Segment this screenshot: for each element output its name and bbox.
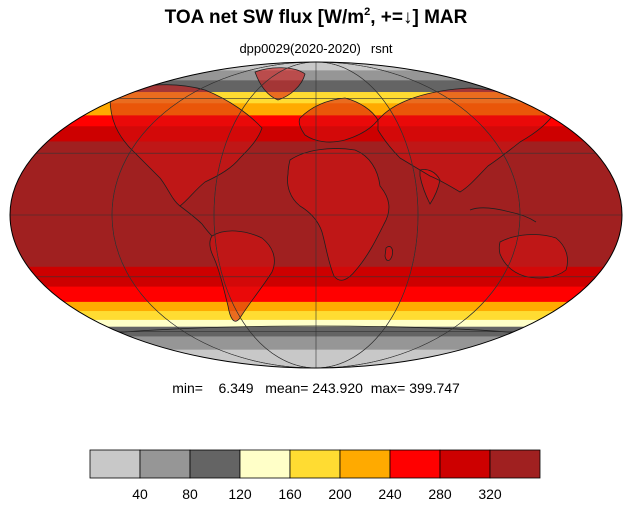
colorbar-box-6 xyxy=(389,449,441,479)
colorbar-tick-label: 280 xyxy=(428,486,452,502)
south-america-fill xyxy=(209,230,275,322)
india-outline xyxy=(419,169,441,205)
indonesia-outline xyxy=(469,207,537,223)
variable-label: rsnt xyxy=(370,41,393,56)
min-value: 6.349 xyxy=(218,380,254,396)
colorbar-tick-label: 160 xyxy=(278,486,302,502)
madagascar-outline xyxy=(384,246,393,261)
continent-outlines xyxy=(39,67,593,341)
madagascar-fill xyxy=(385,246,393,261)
africa-fill xyxy=(287,148,389,281)
colorbar-box-5 xyxy=(339,449,391,479)
colorbar-tick-label: 320 xyxy=(478,486,502,502)
central-america-outline xyxy=(179,205,213,237)
colorbar-tick-label: 80 xyxy=(182,486,198,502)
greenland-outline xyxy=(254,67,306,101)
europe-fill xyxy=(299,98,378,143)
colorbar-tick-label: 240 xyxy=(378,486,402,502)
asia-outline xyxy=(377,87,556,193)
africa-outline xyxy=(287,148,390,281)
colorbar-box-2 xyxy=(189,449,241,479)
plot-title: TOA net SW flux [W/m2, +=↓] MAR xyxy=(164,6,468,28)
colorbar-tick-label: 120 xyxy=(228,486,252,502)
experiment-label: dpp0029(2020-2020) xyxy=(239,41,361,56)
north-america-fill xyxy=(110,84,262,206)
europe-outline xyxy=(298,97,379,143)
colorbar-box-8 xyxy=(489,449,541,479)
map-border xyxy=(9,61,623,369)
mean-value: 243.920 xyxy=(312,380,363,396)
colorbar-tick-label: 200 xyxy=(328,486,352,502)
max-value: 399.747 xyxy=(409,380,460,396)
colorbar-tick-label: 40 xyxy=(132,486,148,502)
colorbar-box-7 xyxy=(439,449,491,479)
world-map xyxy=(9,61,623,369)
north-america-outline xyxy=(109,84,263,207)
colorbar-box-3 xyxy=(239,449,291,479)
australia-outline xyxy=(498,234,568,279)
colorbar-box-0 xyxy=(89,449,141,479)
stats-line: min= 6.349 mean= 243.920 max= 399.747 xyxy=(172,380,460,396)
asia-fill xyxy=(378,88,555,192)
meridian-line-3 xyxy=(213,62,419,368)
australia-fill xyxy=(499,234,568,278)
colorbar-box-1 xyxy=(139,449,191,479)
meridian-line-4 xyxy=(111,62,521,368)
plot-subtitle: dpp0029(2020-2020) rsnt xyxy=(0,41,632,56)
south-america-outline xyxy=(209,230,275,322)
colorbar-box-4 xyxy=(289,449,341,479)
